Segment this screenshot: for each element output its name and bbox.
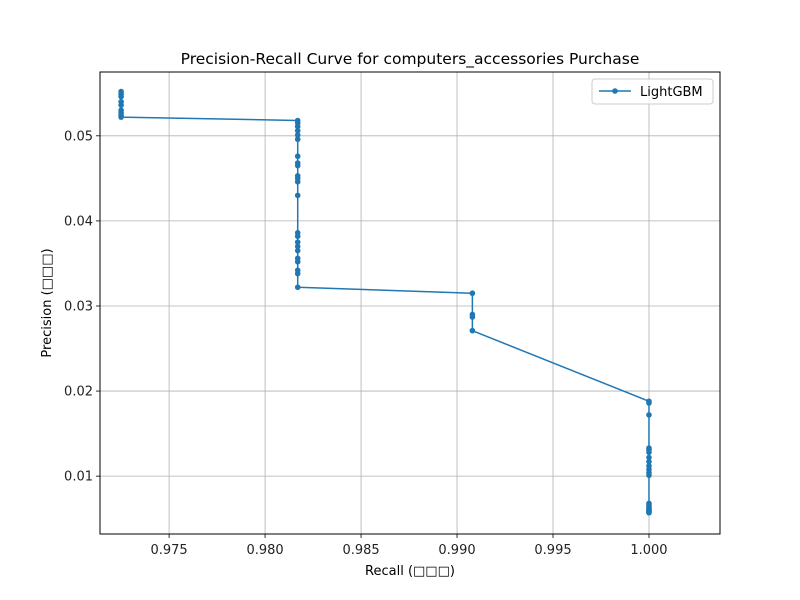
- x-tick-label: 0.990: [438, 543, 475, 558]
- x-tick-label: 1.000: [630, 543, 667, 558]
- data-point: [294, 243, 301, 250]
- data-point: [118, 102, 124, 108]
- data-point: [646, 458, 652, 465]
- data-point: [118, 114, 124, 120]
- data-point: [294, 284, 301, 291]
- data-point: [294, 178, 301, 185]
- data-point: [294, 132, 301, 138]
- data-point: [646, 449, 652, 456]
- y-tick-label: 0.01: [64, 470, 93, 485]
- data-point: [294, 127, 301, 134]
- y-tick-label: 0.03: [64, 299, 93, 314]
- data-point: [294, 153, 301, 160]
- data-point: [294, 123, 301, 130]
- legend-box: [591, 78, 714, 105]
- data-point: [118, 93, 124, 100]
- data-point: [646, 454, 652, 461]
- legend-marker-swatch: [612, 88, 618, 94]
- data-point: [469, 290, 476, 297]
- data-point: [646, 509, 652, 516]
- grid-lines: [100, 72, 720, 534]
- data-point: [469, 327, 476, 334]
- data-point: [646, 472, 652, 479]
- x-axis-label: Recall (□□□): [365, 564, 455, 579]
- y-tick-label: 0.04: [64, 214, 93, 229]
- data-point: [294, 162, 301, 169]
- data-point: [294, 270, 301, 277]
- y-tick-label: 0.05: [64, 129, 93, 144]
- chart-title: Precision-Recall Curve for computers_acc…: [181, 50, 640, 69]
- data-point: [294, 247, 301, 254]
- data-point: [646, 400, 652, 406]
- series-layer: [118, 88, 652, 516]
- legend: LightGBM: [591, 78, 714, 105]
- x-tick-label: 0.980: [246, 543, 283, 558]
- data-point: [294, 258, 301, 265]
- data-point: [294, 192, 301, 199]
- data-point: [294, 136, 301, 143]
- y-tick-label: 0.02: [64, 385, 93, 400]
- data-point: [646, 412, 652, 418]
- y-axis-label: Precision (□□□): [40, 248, 55, 357]
- data-point: [469, 314, 476, 320]
- data-point: [294, 233, 301, 240]
- x-tick-label: 0.985: [342, 543, 379, 558]
- plot-frame: [99, 71, 721, 535]
- data-point: [294, 239, 301, 245]
- legend-label-lightgbm: LightGBM: [640, 85, 703, 100]
- axis-ticks: 0.975 0.980 0.985 0.990 0.995 1.000 0.01 0.02 0.…: [64, 129, 668, 558]
- x-tick-label: 0.995: [534, 543, 571, 558]
- x-tick-label: 0.975: [150, 543, 187, 558]
